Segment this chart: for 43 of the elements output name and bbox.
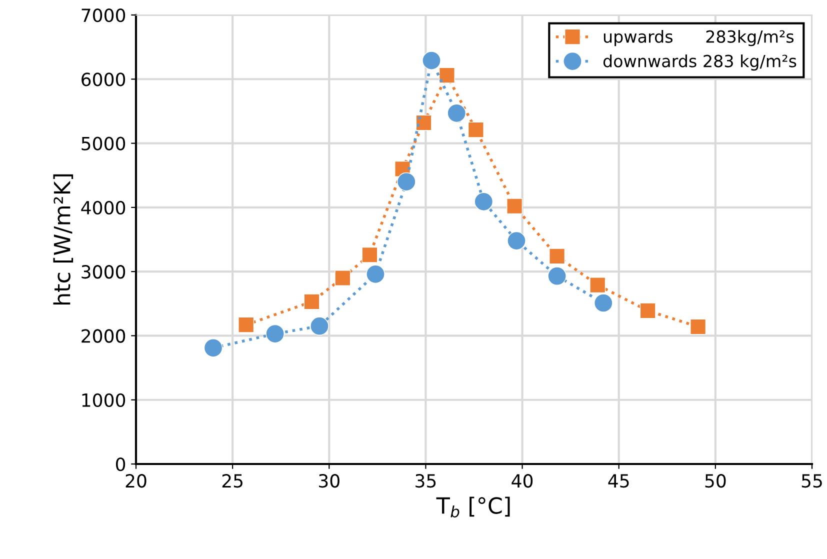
point	[310, 316, 329, 336]
y-tick-label: 2000	[82, 329, 126, 343]
point	[690, 318, 706, 335]
point	[334, 270, 351, 286]
y-axis-title: htc [W/m²K]	[53, 174, 74, 304]
point	[366, 264, 385, 284]
y-tick-label: 5000	[82, 136, 126, 150]
legend-label: downwards 283 kg/m²s	[603, 54, 796, 71]
x-tick-label: 50	[705, 474, 726, 488]
x-tick-label: 35	[416, 474, 436, 488]
y-tick-label: 3000	[82, 265, 126, 279]
point	[590, 277, 606, 294]
point	[548, 266, 566, 286]
point	[204, 338, 223, 358]
point	[422, 51, 441, 70]
point	[438, 67, 455, 84]
point	[549, 248, 566, 264]
point	[362, 246, 378, 263]
point	[304, 294, 320, 310]
x-tick-label: 40	[512, 474, 533, 488]
x-tick-label: 45	[608, 474, 629, 488]
y-tick-label: 4000	[81, 200, 126, 215]
point	[238, 316, 254, 333]
x-tick-label: 25	[222, 474, 242, 488]
y-tick-label: 7000	[82, 8, 126, 22]
point	[266, 324, 284, 344]
x-tick-label: 20	[126, 474, 146, 488]
x-tick-label: 30	[319, 474, 340, 488]
x-axis-title: T$_{b}$ [°C]	[436, 496, 510, 518]
point	[594, 294, 613, 312]
y-tick-label: 0	[116, 457, 126, 472]
y-tick-label: 6000	[82, 72, 126, 86]
point	[640, 302, 656, 319]
point	[506, 198, 523, 214]
point	[416, 114, 432, 131]
legend-label: upwards 283kg/m²s	[604, 30, 794, 46]
point	[468, 122, 484, 138]
point	[474, 192, 494, 212]
point	[447, 104, 466, 123]
y-tick-label: 1000	[82, 393, 126, 407]
point	[507, 231, 526, 250]
x-tick-label: 55	[802, 474, 822, 488]
point	[397, 172, 416, 192]
